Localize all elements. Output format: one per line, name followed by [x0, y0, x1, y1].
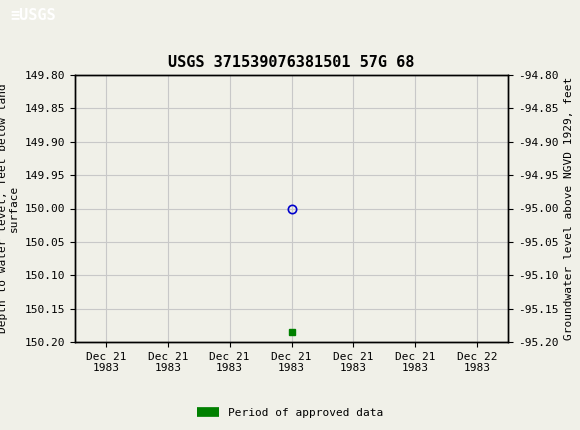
Text: ≡USGS: ≡USGS	[10, 7, 56, 22]
Legend: Period of approved data: Period of approved data	[193, 403, 387, 422]
Y-axis label: Depth to water level, feet below land
surface: Depth to water level, feet below land su…	[0, 83, 19, 333]
Title: USGS 371539076381501 57G 68: USGS 371539076381501 57G 68	[168, 55, 415, 70]
Y-axis label: Groundwater level above NGVD 1929, feet: Groundwater level above NGVD 1929, feet	[564, 77, 574, 340]
